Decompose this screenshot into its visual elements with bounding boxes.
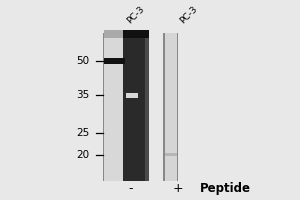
Bar [145,33,148,181]
Bar [123,33,124,181]
Bar [103,33,104,181]
Bar [165,153,176,156]
Text: 35: 35 [76,90,90,100]
Bar [163,33,165,181]
Bar [165,33,176,181]
Bar [176,33,178,181]
Text: PC-3: PC-3 [178,4,199,25]
Text: -: - [129,182,133,195]
Text: Peptide: Peptide [200,182,251,195]
Bar [104,58,125,64]
Bar [124,30,148,38]
Bar [124,33,148,181]
Bar [104,30,124,38]
Bar [126,93,138,98]
Text: +: + [173,182,183,195]
Text: 50: 50 [76,56,90,66]
Text: 25: 25 [76,128,90,138]
Text: 20: 20 [76,150,90,160]
Bar [104,33,124,181]
Text: PC-3: PC-3 [125,4,146,25]
